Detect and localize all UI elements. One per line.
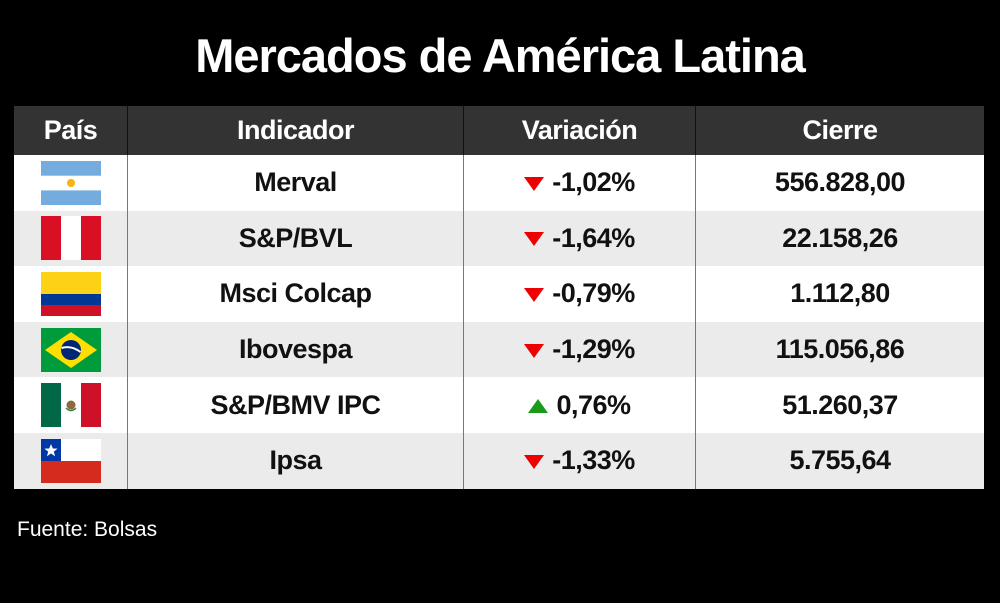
flag [40, 160, 101, 205]
arrow-down [524, 343, 545, 358]
arrow-down [524, 454, 545, 469]
arrow-up [528, 399, 549, 414]
cell: 51.260,37 [782, 389, 898, 420]
row: Ipsa -1,33% 5.755,64 [14, 432, 984, 489]
arrow-down [524, 232, 545, 247]
header-cell: Cierre [802, 115, 878, 145]
row: Ibovespa -1,29% 115.056,86 [14, 321, 984, 378]
table: País Indicador Variación Cierre Merval -… [14, 106, 984, 489]
flag [40, 383, 101, 428]
cell: Merval [128, 155, 464, 211]
cell: Ipsa [128, 432, 464, 489]
title: Mercados de América Latina [195, 29, 806, 82]
cell: 1.112,80 [790, 278, 890, 309]
flag-cell [14, 155, 128, 211]
flag [40, 438, 101, 483]
flag [40, 216, 101, 261]
cell-text: 0,76% [556, 389, 631, 420]
header-cell: Indicador [128, 106, 464, 155]
cell: 0,76% [464, 377, 696, 433]
row: Msci Colcap -0,79% 1.112,80 [14, 266, 984, 322]
cell: -1,64% [464, 210, 696, 267]
cell: Msci Colcap [128, 266, 464, 322]
row: S&P/BMV IPC 0,76% 51.260,37 [14, 377, 984, 433]
cell: -1,33% [464, 432, 696, 489]
cell: 22.158,26 [782, 222, 898, 253]
arrow-down [524, 176, 545, 191]
header-cell: País [14, 106, 128, 155]
cell-text: -1,02% [552, 167, 635, 198]
cell-text: -1,29% [552, 334, 635, 365]
flag-cell [14, 377, 128, 433]
cell: S&P/BVL [128, 210, 464, 267]
flag [40, 327, 101, 372]
header-cell: Variación [464, 106, 696, 155]
source: Fuente: Bolsas [17, 518, 158, 541]
flag-cell [14, 432, 128, 489]
cell: 5.755,64 [789, 445, 891, 476]
cell: S&P/BMV IPC [128, 377, 464, 433]
flag [40, 271, 101, 316]
cell: -0,79% [464, 266, 696, 322]
flag-cell [14, 266, 128, 322]
cell: 115.056,86 [775, 334, 905, 365]
arrow-down [524, 287, 545, 302]
cell-text: -0,79% [552, 278, 635, 309]
flag-cell [14, 210, 128, 267]
row: Merval -1,02% 556.828,00 [14, 155, 984, 211]
cell: Ibovespa [128, 321, 464, 378]
cell: -1,02% [464, 155, 696, 211]
cell: -1,29% [464, 321, 696, 378]
cell: 556.828,00 [774, 167, 906, 198]
flag-cell [14, 321, 128, 378]
row: S&P/BVL -1,64% 22.158,26 [14, 210, 984, 267]
header-row: País Indicador Variación Cierre [14, 106, 984, 155]
cell-text: -1,64% [552, 222, 635, 253]
cell-text: -1,33% [552, 445, 635, 476]
